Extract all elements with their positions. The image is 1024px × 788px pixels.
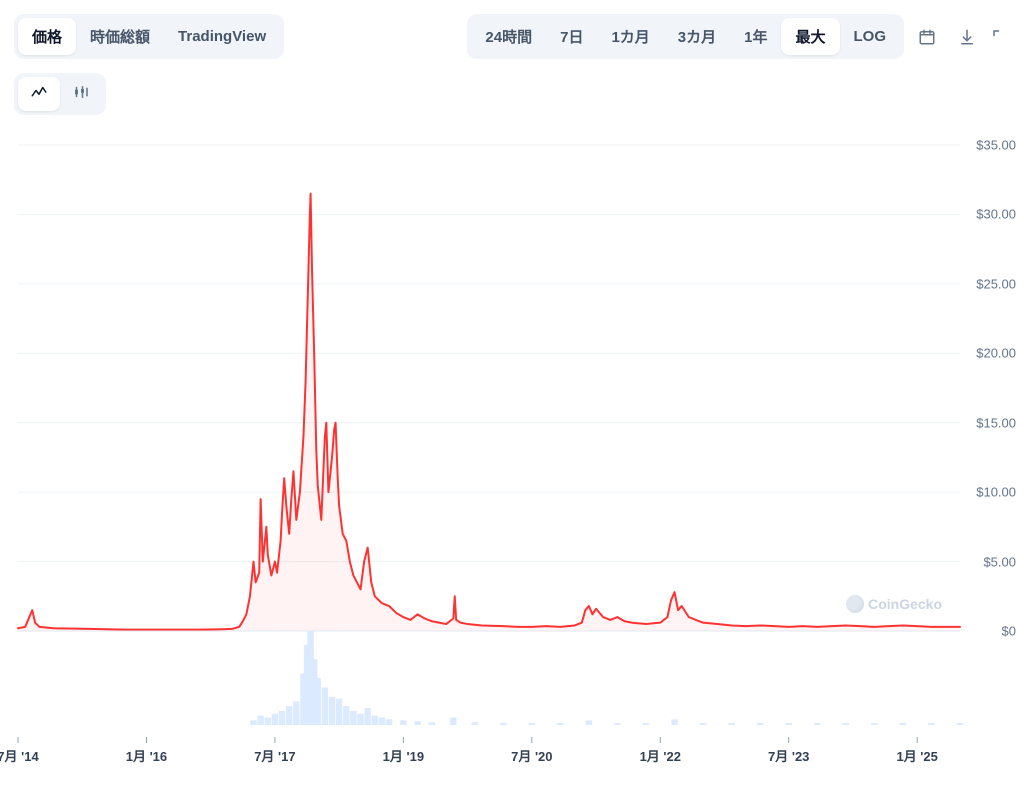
tab-price[interactable]: 価格 xyxy=(18,18,76,55)
right-toolbar: 24時間 7日 1カ月 3カ月 1年 最大 LOG xyxy=(467,14,1010,59)
tab-marketcap[interactable]: 時価総額 xyxy=(76,18,164,55)
chart-mode-group xyxy=(14,73,106,115)
top-toolbar: 価格 時価総額 TradingView 24時間 7日 1カ月 3カ月 1年 最… xyxy=(0,0,1024,65)
line-chart-icon[interactable] xyxy=(18,77,60,111)
price-chart-svg xyxy=(0,115,1024,788)
calendar-icon[interactable] xyxy=(910,20,944,54)
tf-24h[interactable]: 24時間 xyxy=(471,18,546,55)
chart-area[interactable]: $0$5.00$10.00$15.00$20.00$25.00$30.00$35… xyxy=(0,115,1024,788)
download-icon[interactable] xyxy=(950,20,984,54)
tf-1m[interactable]: 1カ月 xyxy=(597,18,663,55)
tf-max[interactable]: 最大 xyxy=(781,18,839,55)
timeframe-group: 24時間 7日 1カ月 3カ月 1年 最大 LOG xyxy=(467,14,904,59)
tf-7d[interactable]: 7日 xyxy=(546,18,597,55)
tf-1y[interactable]: 1年 xyxy=(730,18,781,55)
view-tabs-group: 価格 時価総額 TradingView xyxy=(14,14,284,59)
candlestick-chart-icon[interactable] xyxy=(60,77,102,111)
expand-icon[interactable] xyxy=(990,20,1010,54)
chart-mode-row xyxy=(0,65,1024,115)
tab-tradingview[interactable]: TradingView xyxy=(164,20,280,53)
tf-log[interactable]: LOG xyxy=(840,20,901,53)
tf-3m[interactable]: 3カ月 xyxy=(664,18,730,55)
